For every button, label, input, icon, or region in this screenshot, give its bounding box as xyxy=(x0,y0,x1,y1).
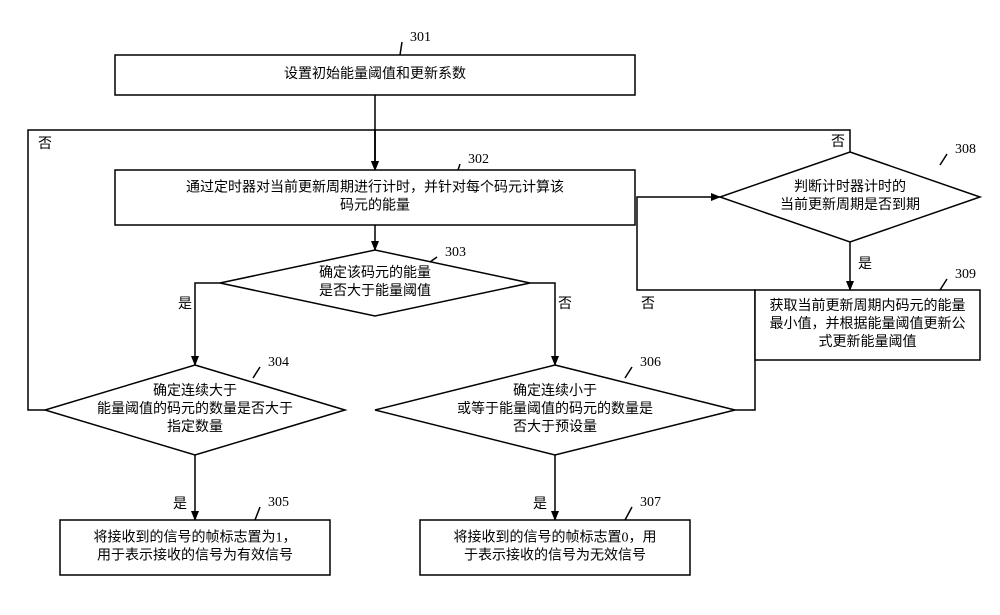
num-303: 303 xyxy=(445,245,466,260)
svg-text:用于表示接收的信号为有效信号: 用于表示接收的信号为有效信号 xyxy=(97,547,293,564)
node-n302: 通过定时器对当前更新周期进行计时，并针对每个码元计算该码元的能量 xyxy=(115,170,635,225)
num-304: 304 xyxy=(268,355,289,370)
edge-3 xyxy=(530,283,555,365)
edge-8 xyxy=(375,130,850,170)
svg-text:或等于能量阈值的码元的数量是: 或等于能量阈值的码元的数量是 xyxy=(457,400,653,417)
svg-text:获取当前更新周期内码元的能量: 获取当前更新周期内码元的能量 xyxy=(770,297,966,314)
num-309: 309 xyxy=(955,267,976,282)
edge-label-5: 是 xyxy=(533,497,547,512)
svg-text:于表示接收的信号为无效信号: 于表示接收的信号为无效信号 xyxy=(464,547,646,564)
node-n307: 将接收到的信号的帧标志置0，用于表示接收的信号为无效信号 xyxy=(420,520,690,575)
svg-text:最小值，并根据能量阈值更新公: 最小值，并根据能量阈值更新公 xyxy=(770,316,966,332)
node-n309: 获取当前更新周期内码元的能量最小值，并根据能量阈值更新公式更新能量阈值 xyxy=(755,290,980,360)
edge-label-8: 否 xyxy=(831,135,845,150)
num-305: 305 xyxy=(268,495,289,510)
svg-text:将接收到的信号的帧标志置0，用: 将接收到的信号的帧标志置0，用 xyxy=(454,529,657,546)
node-n305: 将接收到的信号的帧标志置为1，用于表示接收的信号为有效信号 xyxy=(60,520,330,575)
node-n301: 设置初始能量阈值和更新系数 xyxy=(115,55,635,95)
node-n308: 判断计时器计时的当前更新周期是否到期 xyxy=(720,152,980,242)
svg-text:将接收到的信号的帧标志置为1，: 将接收到的信号的帧标志置为1， xyxy=(94,529,297,546)
num-302: 302 xyxy=(468,152,489,167)
edge-label-6: 否 xyxy=(38,137,52,152)
node-n304: 确定连续大于能量阈值的码元的数量是否大于指定数量 xyxy=(45,365,345,455)
flowchart: 设置初始能量阈值和更新系数通过定时器对当前更新周期进行计时，并针对每个码元计算该… xyxy=(0,0,1000,615)
edge-label-3: 否 xyxy=(558,297,572,312)
edge-label-7: 否 xyxy=(641,297,655,312)
svg-text:能量阈值的码元的数量是否大于: 能量阈值的码元的数量是否大于 xyxy=(97,401,293,417)
svg-text:指定数量: 指定数量 xyxy=(167,419,223,435)
num-308: 308 xyxy=(955,142,976,157)
edge-label-2: 是 xyxy=(178,297,192,312)
svg-text:是否大于能量阈值: 是否大于能量阈值 xyxy=(319,283,431,299)
num-306: 306 xyxy=(640,355,661,370)
svg-text:码元的能量: 码元的能量 xyxy=(340,198,410,214)
svg-text:通过定时器对当前更新周期进行计时，并针对每个码元计算该: 通过定时器对当前更新周期进行计时，并针对每个码元计算该 xyxy=(186,179,564,196)
svg-text:否大于预设量: 否大于预设量 xyxy=(513,419,597,435)
num-301: 301 xyxy=(410,30,431,45)
svg-text:判断计时器计时的: 判断计时器计时的 xyxy=(794,179,906,195)
edge-label-9: 是 xyxy=(858,257,872,272)
svg-text:确定连续大于: 确定连续大于 xyxy=(153,382,237,399)
svg-text:式更新能量阈值: 式更新能量阈值 xyxy=(819,334,917,350)
svg-text:确定连续小于: 确定连续小于 xyxy=(513,382,597,399)
node-n306: 确定连续小于或等于能量阈值的码元的数量是否大于预设量 xyxy=(375,365,735,455)
svg-text:确定该码元的能量: 确定该码元的能量 xyxy=(319,265,431,281)
num-307: 307 xyxy=(640,495,661,510)
edge-2 xyxy=(195,283,220,365)
node-n303: 确定该码元的能量是否大于能量阈值 xyxy=(220,250,530,316)
edge-label-4: 是 xyxy=(173,497,187,512)
svg-text:设置初始能量阈值和更新系数: 设置初始能量阈值和更新系数 xyxy=(284,65,466,82)
svg-text:当前更新周期是否到期: 当前更新周期是否到期 xyxy=(780,196,920,213)
